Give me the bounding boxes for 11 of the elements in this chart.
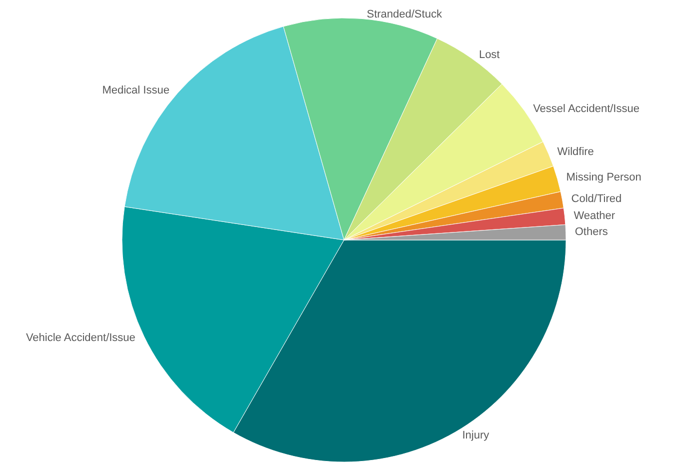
slice-label: Vehicle Accident/Issue [26,332,136,344]
slice-label: Cold/Tired [571,193,622,206]
slice-label: Injury [462,430,490,442]
slice-label: Missing Person [566,172,642,184]
slice-label: Stranded/Stuck [366,8,442,21]
slice-label: Weather [574,210,616,222]
slice-label: Wildfire [557,146,594,158]
slice-label: Medical Issue [102,84,170,97]
slice-label: Lost [478,49,500,62]
slice-label: Others [574,226,608,238]
slice-label: Vessel Accident/Issue [533,102,640,115]
